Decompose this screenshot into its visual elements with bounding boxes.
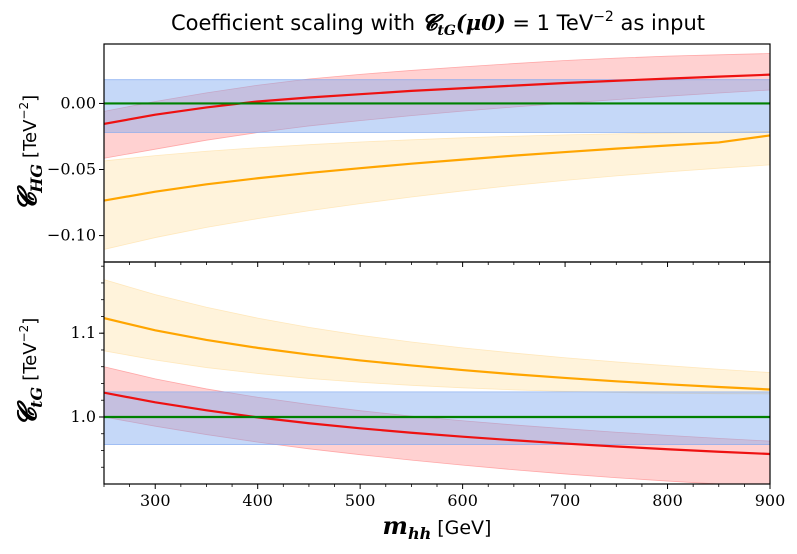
top-panel: 0.00 −0.05 −0.10 𝓒HG[TeV−2] (13, 43, 771, 267)
bottom-panel: 1.0 1.1 300 400 500 600 700 800 900 𝓒tG[TeV−2] m… (13, 261, 786, 543)
bottom-series-lines (104, 317, 770, 456)
x-axis-label: mhh [GeV] (383, 511, 492, 543)
xtick-label: 800 (652, 491, 683, 510)
xtick-label: 600 (447, 491, 478, 510)
chart-title: Coefficient scaling with 𝓒tG(μ0) = 1 TeV… (171, 9, 705, 39)
bottom-series-line-0 (104, 317, 770, 391)
top-ytick-label: −0.05 (47, 160, 96, 179)
top-uncertainty-bands (104, 53, 770, 250)
xtick-label: 500 (345, 491, 376, 510)
bottom-axis-ticks: 1.0 1.1 300 400 500 600 700 800 900 (71, 265, 786, 510)
top-band-1 (104, 131, 770, 250)
bottom-ytick-label: 1.1 (71, 323, 96, 342)
top-ytick-label: −0.10 (47, 226, 96, 245)
xtick-label: 900 (755, 491, 786, 510)
top-series-line-0 (104, 73, 770, 126)
top-series-lines (104, 73, 770, 202)
top-y-axis-label: 𝓒HG[TeV−2] (13, 95, 46, 211)
xtick-label: 400 (242, 491, 273, 510)
bottom-band-1 (104, 366, 770, 484)
xtick-label: 700 (550, 491, 581, 510)
bottom-band-0 (104, 279, 770, 395)
top-band-2 (104, 79, 770, 133)
bottom-uncertainty-bands (104, 279, 770, 484)
bottom-series-line-1 (104, 391, 770, 456)
top-ytick-label: 0.00 (60, 93, 96, 112)
bottom-y-axis-label: 𝓒tG[TeV−2] (13, 318, 46, 427)
top-series-line-1 (104, 134, 770, 202)
xtick-label: 300 (140, 491, 171, 510)
bottom-ytick-label: 1.0 (71, 407, 96, 426)
bottom-band-2 (104, 391, 770, 446)
